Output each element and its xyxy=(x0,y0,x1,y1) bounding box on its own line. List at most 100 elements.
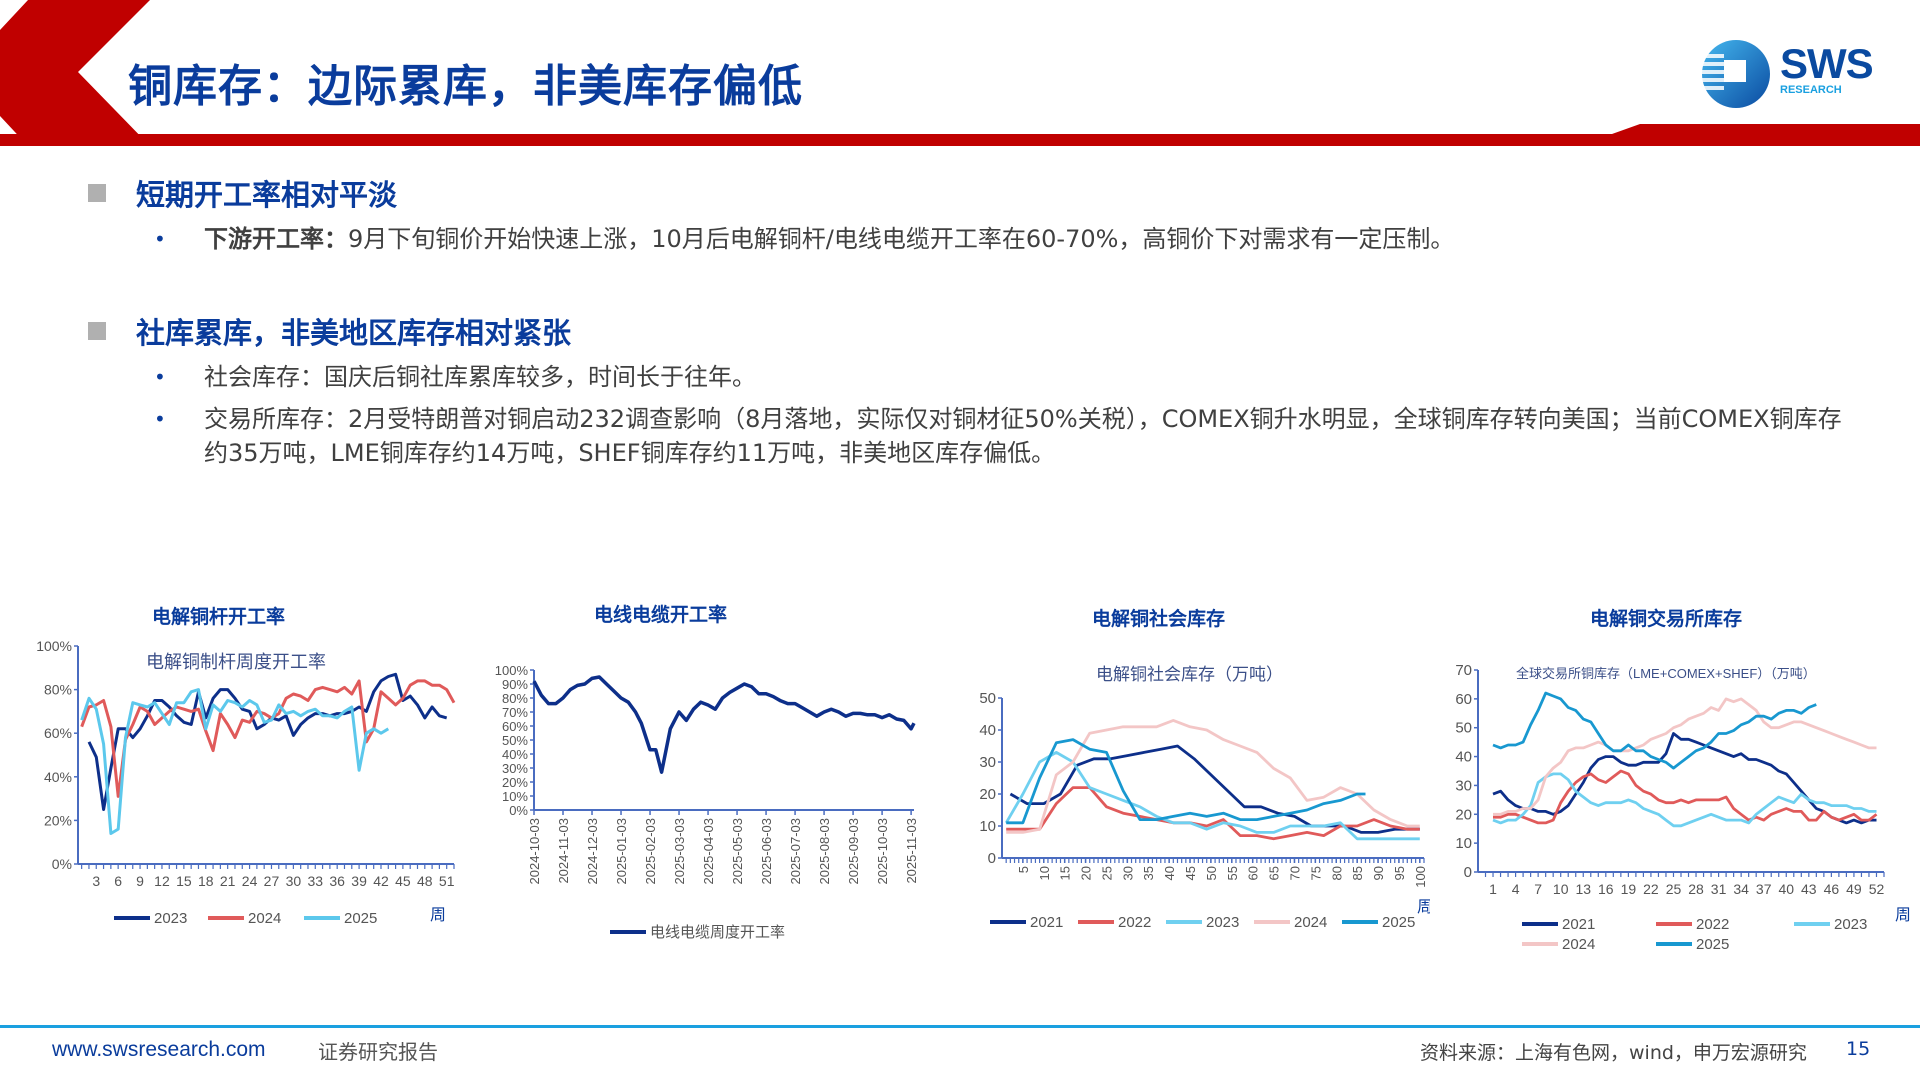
y-tick-label: 100% xyxy=(36,638,72,654)
section-1-heading: 短期开工率相对平淡 xyxy=(88,172,1454,214)
section-1-title: 短期开工率相对平淡 xyxy=(136,178,398,212)
x-tick-label: 52 xyxy=(1869,881,1885,897)
bullet-dot-icon: • xyxy=(154,227,166,251)
x-tick-label: 75 xyxy=(1308,866,1323,880)
x-unit-label: 周 xyxy=(1895,907,1911,924)
footer-doc-type: 证券研究报告 xyxy=(318,1040,438,1064)
x-tick-label: 51 xyxy=(439,873,455,889)
series-line-电线电缆周度开工率 xyxy=(532,675,916,774)
section-2-title: 社库累库，非美地区库存相对紧张 xyxy=(136,316,572,350)
chart-cable-operating-rate: 0%10%20%30%40%50%60%70%80%90%100% 2024-10… xyxy=(495,663,919,941)
legend-label: 2024 xyxy=(1562,936,1595,953)
x-tick-label: 33 xyxy=(307,873,323,889)
x-tick-label: 40 xyxy=(1778,881,1794,897)
x-tick-label: 2025-06-03 xyxy=(759,818,774,885)
y-tick-label: 70 xyxy=(1455,662,1472,679)
x-tick-label: 24 xyxy=(242,873,258,889)
x-tick-label: 16 xyxy=(1598,881,1614,897)
x-tick-label: 28 xyxy=(1688,881,1704,897)
series-line-2024 xyxy=(1006,719,1420,834)
x-tick-label: 42 xyxy=(373,873,389,889)
y-tick-label: 10% xyxy=(502,789,528,804)
x-tick-label: 48 xyxy=(417,873,433,889)
y-tick-label: 80% xyxy=(502,691,528,706)
x-tick-label: 7 xyxy=(1534,881,1542,897)
y-tick-label: 10 xyxy=(1455,835,1472,852)
y-tick-label: 10 xyxy=(979,818,996,835)
x-tick-label: 2025-04-03 xyxy=(701,818,716,885)
x-tick-label: 45 xyxy=(395,873,411,889)
section-2-heading: 社库累库，非美地区库存相对紧张 xyxy=(88,310,1868,352)
x-tick-label: 6 xyxy=(114,873,122,889)
series-line-2024 xyxy=(80,679,456,798)
y-tick-label: 40 xyxy=(1455,749,1472,766)
legend-label: 电线电缆周度开工率 xyxy=(650,924,785,941)
bullet-label: 下游开工率： xyxy=(204,225,348,253)
square-bullet-icon xyxy=(88,322,106,340)
series-line-2023 xyxy=(87,672,448,811)
x-tick-label: 2025-02-03 xyxy=(643,818,658,885)
y-tick-label: 0 xyxy=(988,850,996,867)
x-tick-label: 40 xyxy=(1162,866,1177,880)
y-tick-label: 60% xyxy=(44,725,72,741)
page-title: 铜库存：边际累库，非美库存偏低 xyxy=(128,61,803,112)
legend-label: 2023 xyxy=(154,910,187,927)
footer-source: 资料来源：上海有色网，wind，申万宏源研究 xyxy=(1420,1042,1807,1064)
legend-label: 2022 xyxy=(1696,916,1729,933)
square-bullet-icon xyxy=(88,184,106,202)
chart-2-title: 电线电缆开工率 xyxy=(594,604,728,626)
x-tick-label: 2025-11-03 xyxy=(904,818,919,884)
y-tick-label: 0% xyxy=(52,856,72,872)
series-line-2024 xyxy=(1493,697,1877,816)
y-tick-label: 20% xyxy=(502,775,528,790)
y-tick-label: 30% xyxy=(502,761,528,776)
x-tick-label: 80 xyxy=(1329,866,1344,880)
chart-4-title: 电解铜交易所库存 xyxy=(1590,608,1743,630)
x-tick-label: 2025-05-03 xyxy=(730,818,745,885)
bullet-body: 9月下旬铜价开始快速上涨，10月后电解铜杆/电线电缆开工率在60-70%，高铜价… xyxy=(348,225,1455,253)
y-tick-label: 60% xyxy=(502,719,528,734)
section-1: 短期开工率相对平淡 • 下游开工率：9月下旬铜价开始快速上涨，10月后电解铜杆/… xyxy=(88,172,1454,256)
x-tick-label: 19 xyxy=(1621,881,1637,897)
sws-globe-logo-icon xyxy=(1702,40,1770,108)
x-tick-label: 2025-10-03 xyxy=(875,818,890,885)
legend-label: 2023 xyxy=(1834,916,1867,933)
header-chevron-decoration xyxy=(0,0,150,146)
x-tick-label: 2025-07-03 xyxy=(788,818,803,885)
header-red-bar xyxy=(0,124,1920,146)
chart-3-title: 电解铜社会库存 xyxy=(1092,608,1226,630)
x-tick-label: 1 xyxy=(1489,881,1497,897)
y-tick-label: 0 xyxy=(1464,864,1472,881)
y-tick-label: 20% xyxy=(44,812,72,828)
x-tick-label: 2024-11-03 xyxy=(556,818,571,884)
chart-subtitle: 电解铜社会库存（万吨） xyxy=(1096,665,1283,684)
y-tick-label: 50% xyxy=(502,733,528,748)
x-unit-label: 周 xyxy=(1417,899,1430,916)
x-tick-label: 2024-12-03 xyxy=(585,818,600,885)
x-tick-label: 21 xyxy=(220,873,236,889)
x-tick-label: 2025-01-03 xyxy=(614,818,629,885)
y-tick-label: 40% xyxy=(44,769,72,785)
y-tick-label: 20 xyxy=(979,786,996,803)
x-tick-label: 49 xyxy=(1846,881,1862,897)
legend-label: 2025 xyxy=(1696,936,1729,953)
x-tick-label: 30 xyxy=(1120,866,1135,880)
x-tick-label: 36 xyxy=(329,873,345,889)
y-tick-label: 30 xyxy=(979,754,996,771)
x-tick-label: 31 xyxy=(1711,881,1727,897)
legend-label: 2024 xyxy=(248,910,281,927)
bullet-body: 社会库存：国庆后铜社库累库较多，时间长于往年。 xyxy=(204,363,756,391)
bullet-text: 下游开工率：9月下旬铜价开始快速上涨，10月后电解铜杆/电线电缆开工率在60-7… xyxy=(204,222,1454,256)
y-tick-label: 50 xyxy=(1455,720,1472,737)
x-tick-label: 13 xyxy=(1575,881,1591,897)
logo-subtext: RESEARCH xyxy=(1780,84,1842,96)
x-tick-label: 55 xyxy=(1225,866,1240,880)
x-tick-label: 39 xyxy=(351,873,367,889)
logo-text: SWS xyxy=(1780,40,1874,87)
section-2: 社库累库，非美地区库存相对紧张 • 社会库存：国庆后铜社库累库较多，时间长于往年… xyxy=(88,310,1868,470)
footer-website-link[interactable]: www.swsresearch.com xyxy=(52,1038,266,1061)
x-tick-label: 10 xyxy=(1553,881,1569,897)
footer-divider xyxy=(0,1025,1920,1028)
x-tick-label: 10 xyxy=(1037,866,1052,880)
